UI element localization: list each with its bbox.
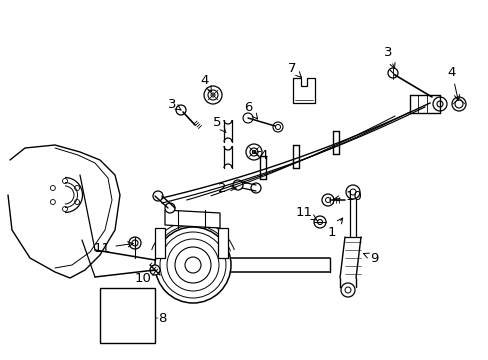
Polygon shape bbox=[218, 228, 227, 258]
Circle shape bbox=[153, 191, 163, 201]
Polygon shape bbox=[164, 210, 220, 228]
Text: 10: 10 bbox=[134, 270, 156, 284]
Circle shape bbox=[203, 86, 222, 104]
Circle shape bbox=[451, 97, 465, 111]
Polygon shape bbox=[155, 228, 164, 258]
Text: 4: 4 bbox=[447, 66, 459, 100]
Text: 10: 10 bbox=[333, 189, 362, 202]
Circle shape bbox=[432, 97, 446, 111]
Circle shape bbox=[272, 122, 283, 132]
Polygon shape bbox=[292, 78, 314, 103]
Circle shape bbox=[340, 283, 354, 297]
Circle shape bbox=[321, 194, 333, 206]
Circle shape bbox=[250, 183, 261, 193]
Text: 4: 4 bbox=[254, 149, 267, 162]
Text: 2: 2 bbox=[217, 181, 236, 194]
Text: 5: 5 bbox=[212, 116, 225, 132]
Text: 9: 9 bbox=[363, 252, 377, 265]
Circle shape bbox=[313, 216, 325, 228]
Circle shape bbox=[176, 105, 185, 115]
Text: 4: 4 bbox=[201, 73, 211, 92]
Text: 11: 11 bbox=[93, 242, 133, 255]
Text: 3: 3 bbox=[383, 45, 394, 68]
Circle shape bbox=[150, 265, 160, 275]
Text: 6: 6 bbox=[244, 100, 257, 119]
Circle shape bbox=[129, 237, 141, 249]
Circle shape bbox=[245, 144, 262, 160]
Text: 8: 8 bbox=[158, 311, 166, 324]
Circle shape bbox=[164, 203, 175, 213]
Circle shape bbox=[387, 68, 397, 78]
Text: 1: 1 bbox=[327, 218, 342, 239]
Text: 3: 3 bbox=[167, 98, 181, 111]
Circle shape bbox=[346, 185, 359, 199]
Text: 7: 7 bbox=[287, 62, 301, 77]
Circle shape bbox=[232, 180, 243, 190]
Bar bbox=[100, 288, 155, 343]
Circle shape bbox=[243, 113, 252, 123]
Text: 11: 11 bbox=[295, 206, 317, 221]
